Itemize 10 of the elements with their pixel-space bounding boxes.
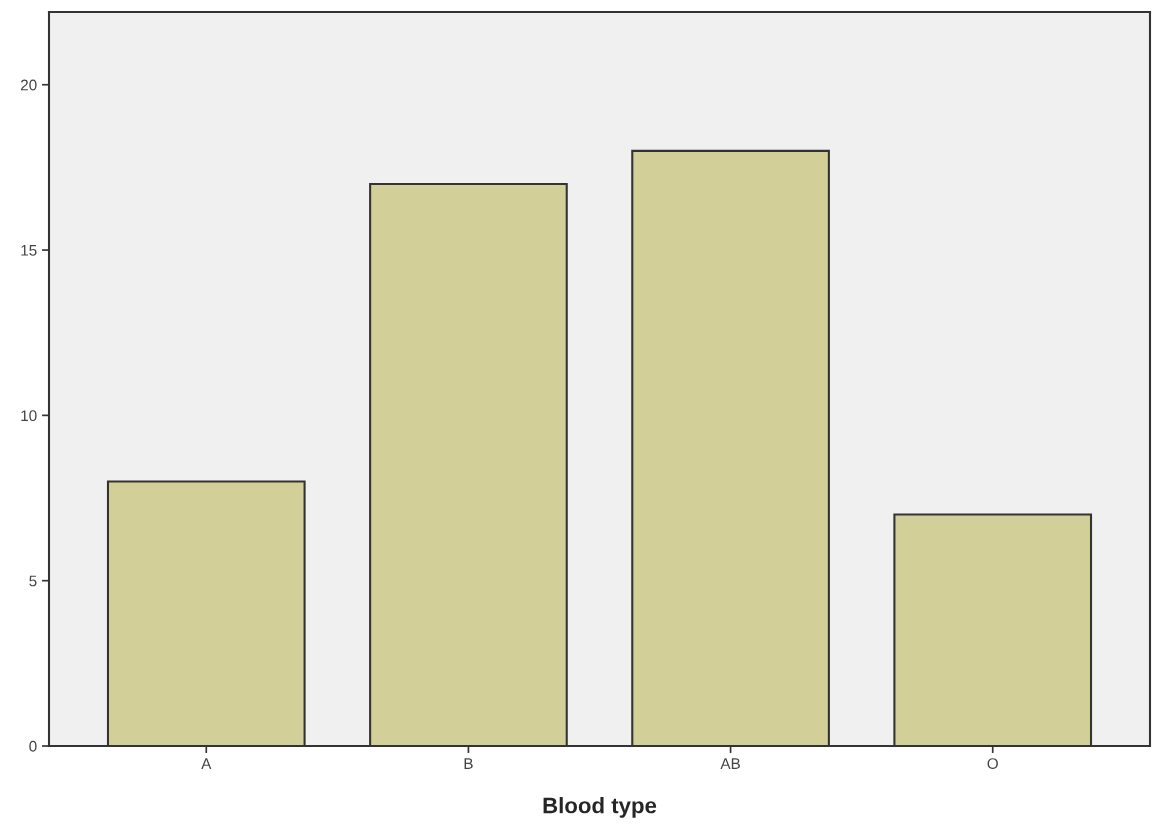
y-tick-label: 20: [20, 79, 37, 91]
y-tick-label: 0: [29, 740, 37, 752]
y-tick-label: 10: [21, 410, 37, 422]
x-tick-label: B: [464, 758, 473, 769]
y-tick-label: 15: [21, 245, 37, 256]
y-tick-label: 5: [29, 575, 37, 587]
x-tick-label: A: [201, 758, 212, 769]
x-tick-label: O: [987, 758, 998, 770]
x-tick-label: AB: [720, 758, 740, 769]
x-axis-title: Blood type: [543, 797, 657, 818]
